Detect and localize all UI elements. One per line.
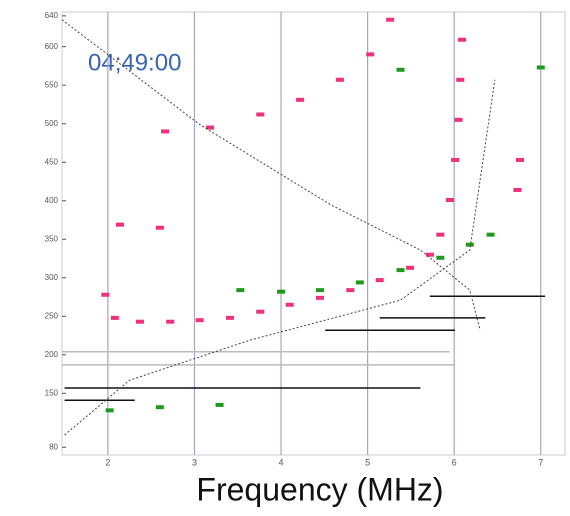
echo-point [335, 77, 344, 82]
echo-point [451, 157, 460, 162]
echo-point [513, 187, 522, 192]
echo-point [456, 77, 465, 82]
echo-point [375, 278, 384, 283]
y-tick-label: 400 [45, 196, 59, 205]
model-curve [61, 19, 481, 331]
echo-point [396, 268, 405, 273]
echo-point [155, 405, 164, 410]
echo-point [161, 129, 170, 134]
y-tick-label: 600 [45, 42, 59, 51]
plot-area [61, 11, 566, 456]
echo-point [346, 288, 355, 293]
echo-point [215, 402, 224, 407]
x-axis-title: Frequency (MHz) [196, 471, 443, 507]
echo-point [436, 255, 445, 260]
y-tick-label: 350 [45, 234, 59, 243]
echo-point [206, 125, 215, 130]
echo-point [116, 222, 125, 227]
echo-point [396, 67, 405, 72]
echo-point [105, 408, 114, 413]
echo-point [155, 225, 164, 230]
y-tick-label: 450 [45, 157, 59, 166]
y-tick-label: 80 [49, 442, 58, 451]
echo-point [445, 197, 454, 202]
echo-point [406, 265, 415, 270]
echo-point [256, 309, 265, 314]
echo-point [366, 52, 375, 57]
x-tick-label: 2 [105, 457, 110, 467]
echo-point [315, 288, 324, 293]
y-tick-label: 640 [45, 11, 59, 20]
echo-point [515, 157, 524, 162]
echo-point [386, 17, 395, 22]
echo-point [135, 319, 144, 324]
echo-point [166, 319, 175, 324]
echo-point [296, 97, 305, 102]
x-tick-label: 5 [365, 457, 370, 467]
echo-point [225, 315, 234, 320]
echo-point [436, 232, 445, 237]
y-tick-label: 300 [45, 273, 59, 282]
echo-point [110, 315, 119, 320]
echo-point [277, 289, 286, 294]
echo-point [236, 288, 245, 293]
x-tick-label: 4 [279, 457, 284, 467]
time-annotation: 04;49:00 [88, 49, 181, 76]
echo-point [425, 252, 434, 257]
x-tick-label: 3 [192, 457, 197, 467]
y-tick-label: 250 [45, 311, 59, 320]
echo-point [465, 242, 474, 247]
x-tick-label: 6 [452, 457, 457, 467]
echo-point [315, 295, 324, 300]
echo-point [454, 117, 463, 122]
x-tick-label: 7 [538, 457, 543, 467]
echo-point [195, 318, 204, 323]
echo-point [285, 302, 294, 307]
echo-point [486, 232, 495, 237]
y-tick-label: 150 [45, 388, 59, 397]
model-curve [64, 79, 496, 436]
echo-point [355, 280, 364, 285]
y-tick-label: 200 [45, 350, 59, 359]
echo-point [256, 112, 265, 117]
y-tick-label: 500 [45, 119, 59, 128]
echo-point [536, 65, 545, 70]
echo-point [457, 37, 466, 42]
y-tick-label: 550 [45, 80, 59, 89]
echo-point [101, 292, 110, 297]
